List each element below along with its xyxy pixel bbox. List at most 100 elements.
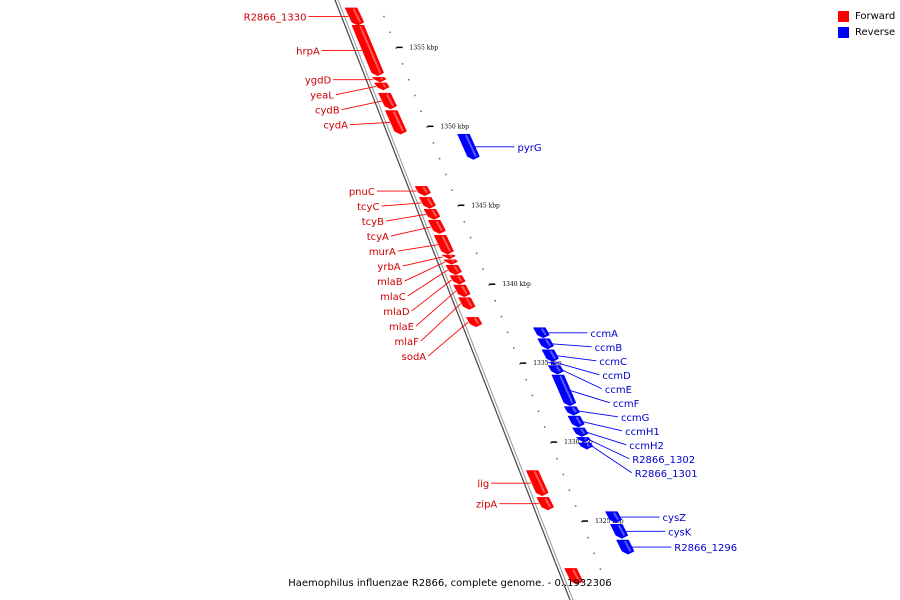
gene-ccmE-feature[interactable] — [547, 365, 564, 375]
gene-leader-line — [397, 244, 438, 252]
gene-label[interactable]: ccmG — [621, 413, 650, 424]
gene-label[interactable]: ccmA — [590, 329, 618, 340]
gene-label[interactable]: cysK — [668, 527, 692, 538]
gene-R2866_1302-feature[interactable] — [575, 437, 591, 443]
minor-tick — [537, 410, 540, 413]
gene-label[interactable]: mlaD — [383, 307, 410, 318]
gene-mlaE-feature[interactable] — [453, 284, 471, 298]
gene-label[interactable]: pnuC — [349, 187, 375, 198]
minor-tick — [389, 31, 391, 34]
gene-ygdD-feature[interactable] — [371, 77, 387, 83]
gene-ccmD-feature[interactable] — [546, 361, 560, 366]
minor-tick — [463, 221, 466, 223]
gene-hrpA-feature[interactable] — [351, 25, 385, 77]
tick-label: 1330 kbp — [564, 439, 593, 446]
gene-highlight — [555, 365, 561, 372]
gene-highlight — [617, 524, 626, 536]
gene-label[interactable]: tcyA — [367, 232, 389, 243]
gene-cydB-feature[interactable] — [378, 92, 398, 110]
gene-ccmC-feature[interactable] — [541, 349, 559, 362]
gene-mlaB-feature[interactable] — [443, 259, 459, 265]
minor-tick — [438, 157, 441, 160]
gene-label[interactable]: yeaL — [310, 91, 334, 102]
gene-cysK-feature[interactable] — [609, 523, 629, 539]
gene-murA-feature[interactable] — [433, 235, 454, 255]
gene-sodA-feature[interactable] — [465, 317, 483, 328]
gene-label[interactable]: cysZ — [663, 513, 687, 524]
gene-leader-line — [407, 269, 448, 297]
gene-label[interactable]: ygdD — [305, 76, 332, 87]
gene-leader-line — [349, 121, 390, 126]
gene-label[interactable]: mlaE — [389, 322, 414, 333]
gene-yeaL-feature[interactable] — [373, 82, 390, 91]
backbone-line — [337, 0, 574, 600]
gene-zipA-feature[interactable] — [536, 497, 555, 511]
minor-tick — [556, 457, 558, 460]
gene-highlight — [554, 361, 558, 364]
gene-label[interactable]: tcyB — [362, 217, 384, 228]
gene-leader-line — [556, 355, 597, 362]
gene-tcyC-feature[interactable] — [418, 197, 436, 209]
gene-mlaC-feature[interactable] — [445, 265, 462, 276]
gene-R2866_1330-feature[interactable] — [344, 7, 365, 26]
gene-label[interactable]: ccmH1 — [625, 427, 660, 438]
gene-label[interactable]: lig — [477, 479, 489, 490]
gene-label[interactable]: yrbA — [377, 262, 400, 273]
gene-R2866_1296-feature[interactable] — [616, 539, 635, 555]
minor-tick — [469, 236, 472, 239]
gene-pnuC-feature[interactable] — [414, 186, 432, 197]
gene-label[interactable]: ccmF — [613, 399, 640, 410]
gene-label[interactable]: zipA — [476, 500, 497, 511]
gene-ccmA-feature[interactable] — [532, 327, 550, 339]
gene-label[interactable]: mlaC — [380, 292, 406, 303]
gene-leader-line — [404, 261, 445, 282]
gene-unnamed-feature[interactable] — [564, 568, 584, 585]
tick-label: 1325 kbp — [595, 518, 624, 525]
gene-label[interactable]: mlaB — [377, 277, 403, 288]
gene-label[interactable]: R2866_1296 — [674, 543, 737, 554]
gene-tcyB-feature[interactable] — [423, 208, 441, 220]
minor-tick — [562, 473, 565, 476]
gene-label[interactable]: hrpA — [296, 47, 320, 58]
gene-cysZ-feature[interactable] — [604, 511, 623, 523]
gene-highlight — [380, 77, 383, 81]
minor-tick — [420, 110, 422, 113]
gene-cydA-feature[interactable] — [384, 110, 407, 135]
gene-leader-line — [335, 86, 376, 96]
gene-highlight — [545, 339, 551, 347]
gene-label[interactable]: murA — [369, 247, 396, 258]
gene-highlight — [461, 285, 468, 295]
gene-label[interactable]: mlaF — [394, 337, 419, 348]
gene-pyrG-feature[interactable] — [457, 133, 480, 160]
gene-R2866_1301-feature[interactable] — [577, 442, 594, 450]
gene-mlaD-feature[interactable] — [449, 275, 466, 285]
gene-label[interactable]: ccmD — [602, 371, 631, 382]
backbone-line — [334, 0, 571, 600]
gene-leader-line — [586, 431, 627, 446]
gene-label[interactable]: R2866_1330 — [244, 13, 307, 24]
gene-lig-feature[interactable] — [525, 470, 549, 497]
gene-label[interactable]: cydA — [323, 121, 348, 132]
gene-mlaF-feature[interactable] — [458, 297, 476, 310]
gene-label[interactable]: R2866_1302 — [632, 455, 695, 466]
gene-highlight — [431, 209, 438, 218]
gene-label[interactable]: ccmE — [605, 385, 632, 396]
gene-highlight — [441, 235, 451, 252]
gene-label[interactable]: R2866_1301 — [635, 469, 698, 480]
gene-tcyA-feature[interactable] — [427, 220, 446, 234]
gene-label[interactable]: cydB — [315, 106, 340, 117]
gene-ccmF-feature[interactable] — [551, 374, 577, 407]
gene-label[interactable]: ccmB — [595, 343, 623, 354]
gene-leader-line — [569, 389, 611, 404]
gene-ccmB-feature[interactable] — [537, 338, 555, 350]
gene-ccmH2-feature[interactable] — [572, 427, 589, 437]
gene-label[interactable]: sodA — [402, 352, 427, 363]
gene-leader-line — [415, 290, 457, 327]
gene-ccmG-feature[interactable] — [563, 406, 580, 416]
gene-label[interactable]: pyrG — [518, 143, 542, 154]
gene-yrbA-feature[interactable] — [440, 254, 456, 260]
gene-label[interactable]: ccmC — [599, 357, 627, 368]
gene-label[interactable]: ccmH2 — [629, 441, 664, 452]
gene-ccmH1-feature[interactable] — [567, 415, 585, 428]
gene-label[interactable]: tcyC — [357, 202, 379, 213]
